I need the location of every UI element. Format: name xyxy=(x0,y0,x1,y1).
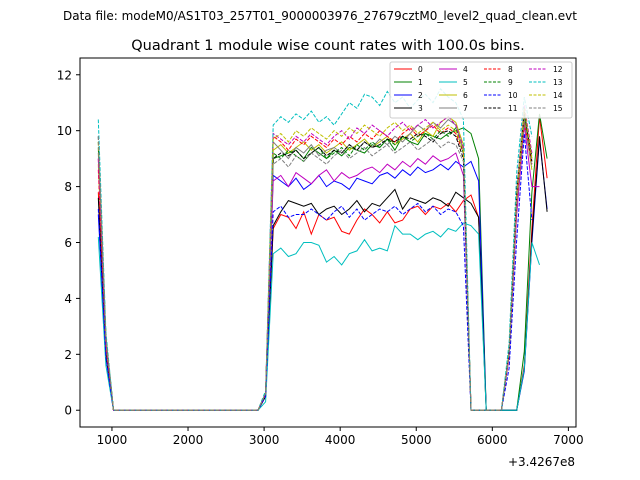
series-line-2 xyxy=(97,139,548,411)
y-tick-label: 10 xyxy=(57,124,72,138)
x-tick-label: 3000 xyxy=(249,433,280,447)
x-tick-label: 2000 xyxy=(173,433,204,447)
legend-label-6: 6 xyxy=(463,91,468,100)
legend-label-11: 11 xyxy=(508,104,518,113)
legend-label-9: 9 xyxy=(508,78,513,87)
legend-label-10: 10 xyxy=(508,91,518,100)
legend-label-13: 13 xyxy=(553,78,563,87)
legend-label-2: 2 xyxy=(418,91,423,100)
series-line-10 xyxy=(97,133,533,411)
plot-area xyxy=(97,87,548,411)
x-tick-label: 5000 xyxy=(401,433,432,447)
y-tick-label: 12 xyxy=(57,68,72,82)
legend-label-12: 12 xyxy=(553,65,563,74)
y-tick-label: 6 xyxy=(64,236,72,250)
series-line-3 xyxy=(97,136,548,411)
x-tick-label: 4000 xyxy=(325,433,356,447)
y-tick-label: 4 xyxy=(64,292,72,306)
legend-label-8: 8 xyxy=(508,65,513,74)
legend-label-14: 14 xyxy=(553,91,563,100)
data-file-caption: Data file: modeM0/AS1T03_257T01_90000039… xyxy=(63,9,577,23)
legend-label-0: 0 xyxy=(418,65,423,74)
series-line-5 xyxy=(97,222,540,411)
series-line-15 xyxy=(97,122,533,411)
x-tick-label: 7000 xyxy=(553,433,584,447)
y-tick-label: 2 xyxy=(64,348,72,362)
chart-title: Quadrant 1 module wise count rates with … xyxy=(131,38,525,54)
y-tick-label: 8 xyxy=(64,180,72,194)
series-line-13 xyxy=(97,87,533,411)
legend-label-15: 15 xyxy=(553,104,563,113)
y-tick-label: 0 xyxy=(64,404,72,418)
legend-label-1: 1 xyxy=(418,78,423,87)
legend-label-3: 3 xyxy=(418,104,423,113)
x-axis-offset-label: +3.4267e8 xyxy=(508,455,575,469)
legend-box xyxy=(389,61,573,119)
x-tick-label: 6000 xyxy=(477,433,508,447)
legend-label-5: 5 xyxy=(463,78,468,87)
legend-label-7: 7 xyxy=(463,104,468,113)
x-tick-label: 1000 xyxy=(97,433,128,447)
legend-label-4: 4 xyxy=(463,65,468,74)
